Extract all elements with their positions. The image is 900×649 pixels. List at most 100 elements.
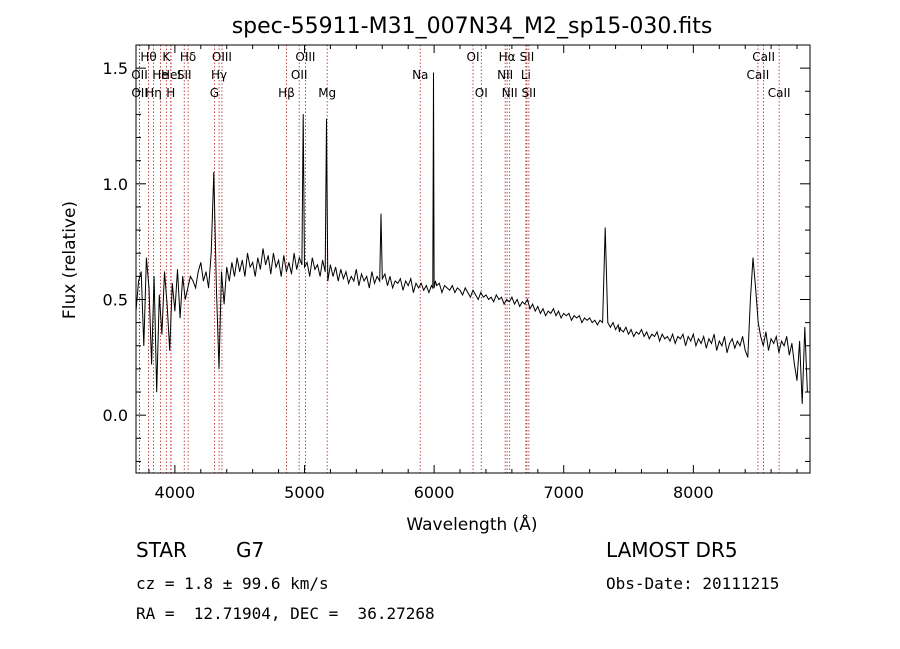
data-point <box>532 303 534 305</box>
data-point <box>615 329 616 330</box>
data-point <box>744 349 746 351</box>
y-tick-label: 0.0 <box>103 406 128 425</box>
data-point <box>438 282 440 284</box>
data-point <box>563 312 565 314</box>
data-point <box>345 271 347 273</box>
data-point <box>381 278 383 280</box>
data-point <box>394 280 396 282</box>
data-point <box>400 278 401 280</box>
data-point <box>591 322 593 324</box>
data-point <box>156 391 158 393</box>
line-marker-label: OIII <box>295 50 315 64</box>
data-point <box>332 275 334 277</box>
data-point <box>519 306 521 307</box>
data-point <box>488 299 489 300</box>
data-point <box>174 310 176 312</box>
data-point <box>698 338 699 340</box>
data-point <box>521 301 523 303</box>
data-point <box>472 289 474 291</box>
data-point <box>433 287 435 289</box>
line-marker-label: G <box>210 86 219 100</box>
data-point <box>203 280 204 282</box>
data-point <box>418 287 419 289</box>
line-marker-label: CaII <box>746 68 769 82</box>
line-marker-label: SII <box>522 86 537 100</box>
data-point <box>718 340 720 342</box>
data-point <box>791 343 793 344</box>
data-point <box>319 275 321 277</box>
data-point <box>218 368 220 370</box>
data-point <box>599 319 601 321</box>
data-point <box>384 273 386 275</box>
data-point <box>304 266 305 268</box>
data-point <box>508 301 510 303</box>
data-point <box>804 326 806 328</box>
data-point <box>542 308 544 310</box>
data-point <box>187 287 189 289</box>
data-point <box>581 322 583 324</box>
data-point <box>432 287 434 289</box>
data-point <box>565 315 567 317</box>
data-point <box>278 259 279 261</box>
data-point <box>612 322 614 324</box>
data-point <box>705 347 707 349</box>
data-point <box>757 322 759 324</box>
y-tick-label: 1.5 <box>103 59 128 78</box>
line-marker-label: CaII <box>768 86 791 100</box>
data-point <box>140 271 142 273</box>
line-marker-label: H <box>166 86 175 100</box>
line-marker-label: Hη <box>145 86 162 100</box>
data-point <box>151 363 152 365</box>
line-marker-label: OI <box>475 86 488 100</box>
data-point <box>459 289 461 291</box>
data-point <box>765 331 767 333</box>
data-point <box>475 294 476 296</box>
data-point <box>145 257 147 259</box>
data-point <box>433 72 434 74</box>
data-point <box>311 257 313 259</box>
data-point <box>700 343 702 344</box>
data-point <box>682 333 684 335</box>
velocity-readout: cz = 1.8 ± 99.6 km/s <box>136 574 329 593</box>
data-point <box>236 257 238 259</box>
data-point <box>604 227 606 229</box>
data-point <box>387 285 388 287</box>
data-point <box>425 285 427 287</box>
data-point <box>620 329 622 330</box>
data-point <box>643 336 645 337</box>
data-point <box>444 285 445 287</box>
data-point <box>713 333 715 335</box>
line-marker-label: Hγ <box>211 68 227 82</box>
data-point <box>493 301 495 303</box>
data-point <box>241 259 243 261</box>
data-point <box>672 333 674 335</box>
flux-series <box>135 72 808 404</box>
data-point <box>380 213 382 215</box>
line-marker-label: CaII <box>752 50 775 64</box>
data-point <box>628 333 629 335</box>
data-point <box>374 282 375 284</box>
data-point <box>221 271 222 273</box>
data-point <box>477 299 479 300</box>
data-point <box>376 275 378 277</box>
data-point <box>326 118 327 120</box>
data-point <box>737 340 738 342</box>
data-point <box>449 289 451 291</box>
data-point <box>729 343 731 344</box>
line-marker-label: Li <box>521 68 531 82</box>
data-point <box>739 345 741 347</box>
line-marker-label: Hδ <box>180 50 196 64</box>
data-point <box>205 271 207 273</box>
data-point <box>516 299 518 300</box>
x-tick-label: 7000 <box>543 483 584 502</box>
line-marker-label: OI <box>467 50 480 64</box>
data-point <box>638 333 640 335</box>
data-point <box>578 315 580 317</box>
data-point <box>573 315 575 317</box>
data-point <box>498 299 500 300</box>
data-point <box>195 287 197 289</box>
data-point <box>164 271 165 273</box>
x-tick-label: 4000 <box>155 483 196 502</box>
data-point <box>775 336 777 337</box>
data-point <box>778 352 780 354</box>
